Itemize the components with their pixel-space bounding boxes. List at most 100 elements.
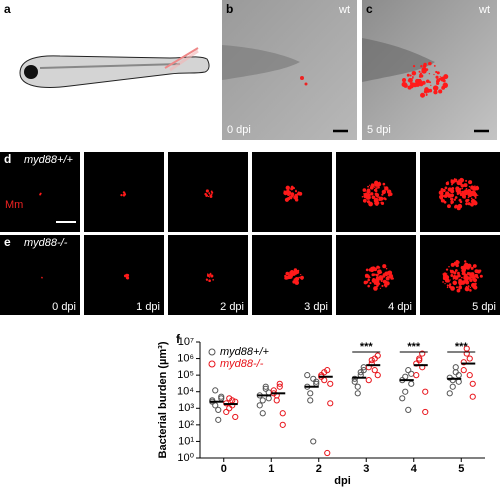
data-point	[408, 370, 415, 377]
bacteria	[373, 198, 379, 203]
bacteria	[361, 195, 364, 198]
image	[252, 152, 332, 232]
bacteria	[425, 94, 428, 97]
bacteria	[464, 262, 469, 267]
bacteria	[461, 276, 463, 279]
bacteria	[446, 284, 449, 287]
bacteria	[39, 192, 42, 195]
bacteria	[290, 185, 294, 189]
bacteria	[439, 76, 441, 78]
bacteria	[440, 188, 444, 191]
bacteria	[292, 280, 296, 284]
bacteria	[461, 272, 464, 275]
bacteria	[470, 272, 475, 277]
bacteria	[412, 65, 416, 68]
bacteria	[362, 188, 367, 192]
data-point	[449, 377, 456, 384]
y-tick-label: 10⁷	[178, 336, 194, 348]
bacteria	[409, 74, 412, 77]
legend-label: myd88-/-	[220, 358, 264, 370]
bacteria	[377, 185, 380, 189]
bacteria	[440, 199, 445, 203]
panel-label: a	[4, 2, 11, 16]
data-point	[226, 395, 233, 402]
bacteria	[362, 198, 367, 203]
bacteria	[411, 71, 417, 76]
bacteria	[442, 273, 444, 275]
image-feature	[222, 45, 300, 80]
data-point	[324, 449, 331, 457]
legend-marker	[208, 360, 216, 368]
bacteria	[433, 73, 435, 76]
y-tick-label: 10²	[178, 419, 194, 431]
bacteria	[436, 78, 441, 83]
image-feature	[304, 82, 308, 86]
bacteria	[401, 78, 407, 83]
bacteria	[477, 194, 479, 197]
bacteria	[365, 274, 368, 277]
bacteria	[411, 76, 414, 78]
bacteria	[444, 278, 450, 283]
data-point	[265, 389, 272, 396]
bacteria	[367, 278, 371, 282]
data-point	[212, 387, 219, 394]
bacteria	[463, 183, 468, 188]
bacteria	[456, 260, 460, 265]
bacteria	[466, 272, 470, 275]
bacteria	[383, 283, 387, 287]
bacteria	[456, 206, 461, 211]
bacteria	[294, 277, 299, 282]
bacteria	[457, 271, 460, 275]
bacteria	[446, 273, 448, 275]
bacteria	[290, 195, 294, 198]
y-tick-label: 10⁵	[177, 369, 194, 381]
y-axis-title: Bacterial burden (µm³)	[157, 341, 169, 458]
bacteria	[289, 271, 293, 275]
bacteria	[472, 264, 477, 268]
bacteria	[458, 285, 463, 290]
bacteria	[287, 189, 290, 192]
bacteria	[297, 191, 300, 194]
bacteria	[438, 190, 444, 196]
bacteria	[379, 287, 382, 289]
bacteria	[450, 193, 454, 198]
data-point	[223, 408, 230, 416]
x-tick-label: 4	[411, 463, 418, 475]
bacteria	[421, 67, 427, 73]
x-tick-label: 3	[363, 463, 369, 475]
bacteria	[210, 274, 214, 278]
data-point	[460, 367, 467, 374]
bacteria	[284, 197, 289, 202]
bacteria	[444, 186, 448, 190]
data-point	[405, 406, 412, 413]
bacteria	[415, 82, 420, 87]
bacteria	[467, 188, 472, 193]
bacteria	[206, 274, 210, 277]
bacteria	[446, 286, 449, 289]
data-point	[327, 400, 334, 407]
bacteria	[421, 80, 426, 85]
bacteria	[406, 73, 410, 77]
bacteria	[445, 181, 450, 186]
data-point	[232, 413, 239, 421]
bacteria	[444, 282, 446, 285]
bacteria	[382, 264, 387, 269]
data-point	[321, 377, 328, 384]
bacteria	[288, 187, 290, 190]
bacteria	[473, 192, 478, 197]
bacteria	[464, 286, 470, 292]
image	[0, 152, 80, 232]
bacteria	[384, 271, 389, 277]
bacteria	[289, 275, 293, 279]
bacteria	[456, 189, 462, 194]
data-point	[452, 364, 459, 371]
bacteria	[366, 200, 371, 204]
bacteria	[205, 278, 209, 281]
bacteria	[448, 284, 451, 287]
bacteria	[378, 197, 382, 201]
panel-label: c	[366, 2, 373, 16]
bacteria	[298, 191, 303, 196]
bacteria	[388, 190, 391, 193]
bacteria	[391, 277, 394, 280]
bacteria	[448, 265, 450, 268]
